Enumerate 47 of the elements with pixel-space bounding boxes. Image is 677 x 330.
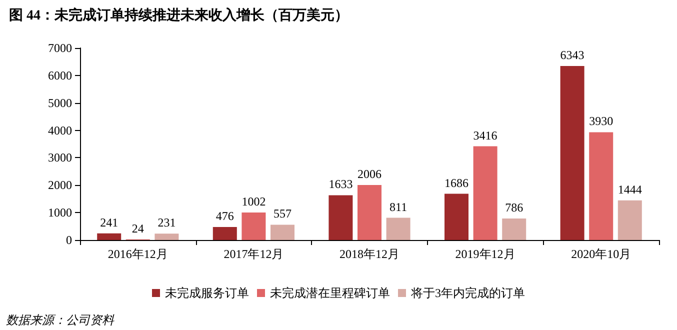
y-tick-label: 0	[66, 233, 72, 247]
legend-label: 未完成服务订单	[165, 286, 249, 300]
data-label: 557	[274, 206, 292, 221]
y-tick-label: 3000	[48, 150, 72, 165]
x-tick-label: 2019年12月	[455, 247, 516, 261]
data-label: 6343	[560, 48, 584, 62]
data-label: 241	[100, 215, 118, 230]
y-tick-label: 2000	[48, 178, 72, 192]
data-label: 231	[158, 216, 176, 230]
data-label: 24	[132, 221, 144, 236]
bar	[618, 200, 642, 240]
bar	[386, 218, 410, 240]
y-tick-label: 5000	[48, 96, 72, 110]
bar	[444, 194, 468, 240]
x-tick-label: 2020年10月	[571, 247, 632, 261]
bar	[212, 226, 237, 240]
y-tick-label: 1000	[48, 206, 72, 220]
y-tick-label: 4000	[48, 123, 72, 138]
data-label: 811	[390, 200, 408, 214]
data-label: 1633	[328, 177, 353, 192]
bar	[589, 132, 614, 240]
x-tick-label: 2016年12月	[108, 247, 168, 261]
data-label: 3930	[589, 114, 614, 128]
x-tick-label: 2018年12月	[340, 247, 400, 261]
bar	[242, 212, 266, 240]
bar	[328, 195, 353, 240]
data-label: 2006	[358, 166, 382, 181]
data-label: 786	[505, 200, 524, 214]
data-label: 476	[216, 208, 234, 223]
bar	[270, 224, 294, 240]
bar	[502, 218, 526, 240]
chart-title: 图 44：未完成订单持续推进未来收入增长（百万美元）	[9, 6, 348, 24]
bar	[97, 233, 122, 240]
bar	[560, 66, 584, 240]
y-tick-label: 6000	[48, 68, 72, 82]
data-label: 3416	[473, 128, 498, 142]
data-label: 1686	[444, 176, 468, 190]
legend-label: 未完成潜在里程碑订单	[270, 286, 390, 300]
data-label: 1444	[618, 182, 642, 196]
legend-label: 将于3年内完成的订单	[410, 286, 525, 300]
bar	[358, 184, 382, 240]
bar	[473, 146, 498, 240]
x-tick-label: 2017年12月	[224, 247, 284, 261]
y-tick-label: 7000	[48, 41, 72, 55]
data-label: 1002	[242, 194, 266, 209]
source-note: 数据来源：公司资料	[6, 313, 115, 327]
bar	[154, 234, 179, 240]
